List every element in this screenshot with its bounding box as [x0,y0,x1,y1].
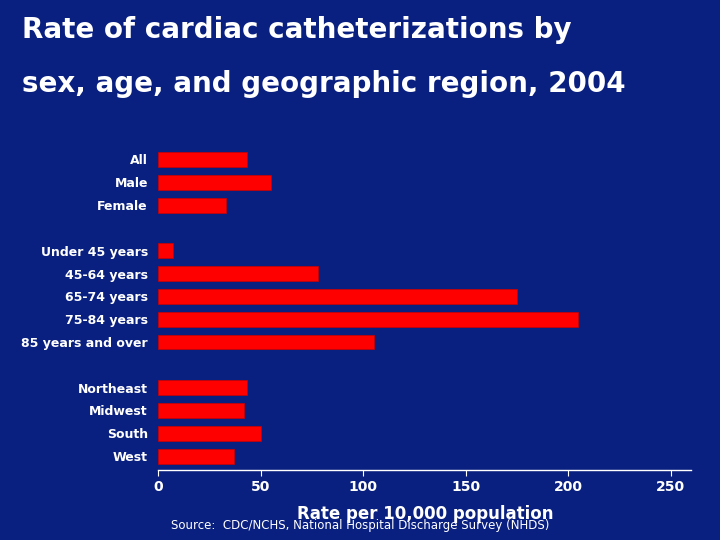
Bar [158,289,517,304]
Bar [158,426,261,441]
Bar [158,175,271,190]
Bar [158,244,173,258]
Text: Rate of cardiac catheterizations by: Rate of cardiac catheterizations by [22,16,571,44]
Bar [158,335,374,349]
Bar [158,198,226,213]
Bar [158,312,578,327]
Bar [158,403,245,418]
Bar [158,152,246,167]
Bar [158,449,234,463]
Text: sex, age, and geographic region, 2004: sex, age, and geographic region, 2004 [22,70,625,98]
Bar [158,380,246,395]
Text: Source:  CDC/NCHS, National Hospital Discharge Survey (NHDS): Source: CDC/NCHS, National Hospital Disc… [171,519,549,532]
Bar [158,266,318,281]
X-axis label: Rate per 10,000 population: Rate per 10,000 population [297,505,553,523]
